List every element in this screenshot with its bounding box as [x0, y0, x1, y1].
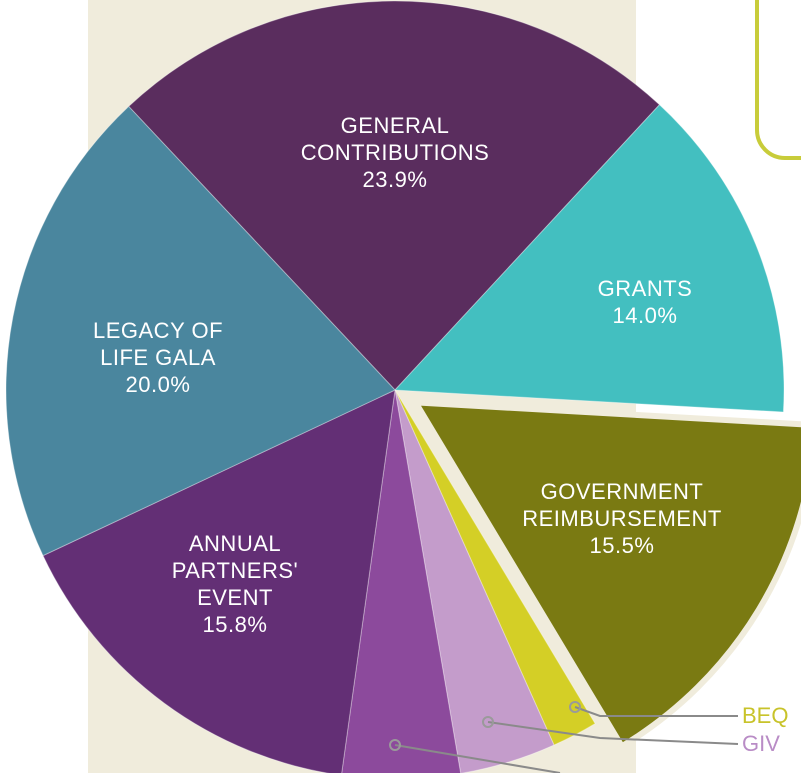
slice-label: GENERAL CONTRIBUTIONS 23.9% [295, 112, 495, 193]
slice-name: GENERAL CONTRIBUTIONS [300, 113, 490, 165]
pie-slice [128, 0, 661, 391]
slice-value: 23.9% [362, 167, 428, 192]
leader-line [394, 744, 561, 773]
slice-label: BEQ [742, 703, 788, 728]
pie-slice [394, 389, 555, 773]
pie-slice [393, 104, 785, 413]
slice-name: GRANTS [597, 276, 693, 301]
callout-box [755, 0, 801, 160]
slice-label: LEGACY OF LIFE GALA 20.0% [73, 317, 243, 398]
slice-value: 14.0% [612, 303, 678, 328]
leader-dot [482, 716, 494, 728]
slice-value: 15.5% [589, 533, 655, 558]
leader-line [487, 721, 739, 745]
slice-label: GIV [742, 731, 780, 756]
slice-label: GOVERNMENT REIMBURSEMENT 15.5% [497, 478, 747, 559]
slice-value: 20.0% [125, 372, 191, 397]
pie-slice [341, 389, 462, 773]
slice-label: ANNUAL PARTNERS' EVENT 15.8% [160, 530, 310, 638]
pie-slice [410, 399, 801, 751]
slice-name: LEGACY OF LIFE GALA [92, 318, 224, 370]
leader-dot [389, 739, 401, 751]
slice-label: GRANTS 14.0% [575, 275, 715, 329]
pie-slice [42, 389, 396, 773]
slice-name: GOVERNMENT REIMBURSEMENT [522, 479, 722, 531]
pie-slice [5, 105, 396, 557]
slice-value: 15.8% [202, 612, 268, 637]
leader-dot [569, 701, 581, 713]
leader-line [574, 706, 738, 717]
slice-name: ANNUAL PARTNERS' EVENT [171, 531, 299, 610]
